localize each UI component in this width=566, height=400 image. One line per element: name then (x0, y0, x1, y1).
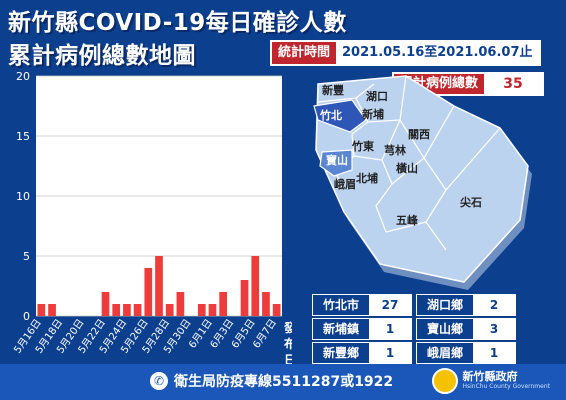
bar (155, 256, 163, 316)
map-label-xinpu: 新埔 (362, 107, 384, 121)
map-svg: 新豐 湖口 竹北 新埔 關西 竹東 芎林 寶山 橫山 峨眉 北埔 五峰 尖石 (313, 75, 532, 290)
stat-cell: 湖口鄉 2 (416, 294, 516, 316)
map-label-qionglin: 芎林 (384, 143, 406, 157)
logo-subtext: HsinChu County Government (462, 383, 550, 390)
y-tick-label: 15 (16, 130, 30, 143)
map-label-beipu: 北埔 (356, 171, 378, 185)
y-tick-label: 0 (23, 310, 30, 323)
bar (176, 292, 185, 316)
hotline: ✆ 衛生局防疫專線5511287或1922 (150, 371, 393, 391)
bar (240, 280, 249, 316)
period-label: 統計時間 (272, 42, 337, 64)
page-subtitle: 累計病例總數地圖 (8, 43, 196, 69)
stat-name: 湖口鄉 (417, 295, 473, 315)
chart-svg: 051015205月16日5月18日5月20日5月22日5月24日5月26日5月… (12, 70, 297, 367)
stat-count: 1 (369, 343, 411, 363)
x-axis-label: 發 (283, 320, 292, 335)
stat-count: 3 (473, 319, 515, 339)
y-tick-label: 20 (16, 70, 30, 83)
government-logo: 新竹縣政府 HsinChu County Government (432, 368, 550, 394)
stat-cell: 峨眉鄉 1 (416, 342, 516, 364)
bar (272, 304, 281, 316)
bar (251, 256, 260, 316)
stat-name: 寶山鄉 (417, 319, 473, 339)
stat-name: 竹北市 (313, 295, 369, 315)
stat-cell: 竹北市 27 (312, 294, 412, 316)
bar (101, 292, 110, 316)
stat-count: 2 (473, 295, 515, 315)
bar (165, 304, 174, 316)
map-label-baoshan: 寶山 (326, 153, 348, 167)
x-axis-label: 布 (284, 336, 292, 351)
daily-cases-chart: 0 5 10 15 20 5月16日 5月18日 5月20日 5月22日 5月24日 5月26日 5月… (6, 64, 297, 386)
stats-row: 新埔鎮 1 寶山鄉 3 (312, 318, 526, 340)
stat-count: 1 (473, 343, 515, 363)
stat-count: 27 (369, 295, 411, 315)
map-label-guanxi: 關西 (408, 128, 430, 141)
y-tick-label: 5 (23, 250, 30, 263)
y-tick-label: 10 (16, 190, 30, 203)
map-borders (317, 75, 501, 251)
bar (48, 304, 56, 316)
map-label-hukou: 湖口 (366, 89, 388, 103)
bar (133, 304, 142, 316)
stats-row: 竹北市 27 湖口鄉 2 (312, 294, 526, 316)
bar (219, 292, 228, 316)
stat-cell: 新埔鎮 1 (312, 318, 412, 340)
page-title: 新竹縣COVID-19每日確診人數 (8, 10, 347, 36)
total-cases-value: 35 (484, 74, 543, 94)
map-label-zhudong: 竹東 (351, 139, 375, 153)
footer-bar: ✆ 衛生局防疫專線5511287或1922 新竹縣政府 HsinChu Coun… (0, 364, 566, 400)
stat-cell: 新豐鄉 1 (312, 342, 412, 364)
bar (123, 304, 131, 316)
bar (37, 304, 46, 316)
stat-name: 新埔鎮 (313, 319, 369, 339)
bar (112, 304, 121, 316)
district-map: 新豐 湖口 竹北 新埔 關西 竹東 芎林 寶山 橫山 峨眉 北埔 五峰 尖石 (296, 72, 566, 292)
map-label-emei: 峨眉 (334, 177, 356, 191)
emblem-icon (432, 368, 459, 394)
stat-name: 新豐鄉 (313, 343, 369, 363)
period-value: 2021.05.16至2021.06.07止 (336, 42, 539, 64)
stat-cell: 寶山鄉 3 (416, 318, 516, 340)
stats-row: 新豐鄉 1 峨眉鄉 1 (312, 342, 526, 364)
district-stats-table: 竹北市 27 湖口鄉 2 新埔鎮 1 寶山鄉 3 新豐鄉 1 峨眉鄉 1 (312, 294, 526, 366)
period-badge: 統計時間 2021.05.16至2021.06.07止 (270, 40, 541, 66)
map-county (315, 75, 529, 283)
logo-text: 新竹縣政府 (462, 370, 518, 383)
bar (262, 292, 270, 316)
map-label-xinfeng: 新豐 (322, 83, 344, 97)
phone-icon: ✆ (150, 372, 168, 390)
map-label-jianshi: 尖石 (460, 195, 482, 209)
hotline-text: 衛生局防疫專線5511287或1922 (174, 374, 394, 390)
map-highlight-zhubei (313, 99, 367, 133)
stat-name: 峨眉鄉 (417, 343, 473, 363)
map-label-hengshan: 橫山 (396, 161, 418, 175)
stat-count: 1 (369, 319, 411, 339)
bar (208, 304, 217, 316)
bar (144, 268, 153, 316)
map-label-wufeng: 五峰 (396, 213, 419, 227)
map-label-zhubei: 竹北 (319, 108, 342, 122)
map-highlight-baoshan (319, 149, 353, 177)
bar (197, 304, 206, 316)
